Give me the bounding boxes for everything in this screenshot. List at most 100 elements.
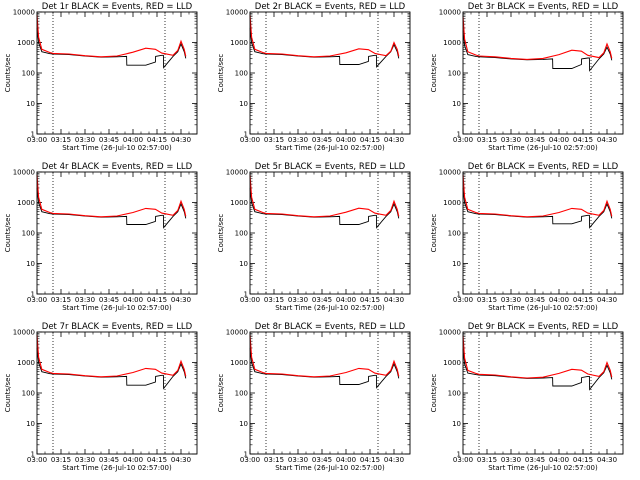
y-tick-label: 1000 xyxy=(17,39,35,47)
x-axis-label: Start Time (26-Jul-10 02:57:00) xyxy=(275,464,385,472)
y-tick-label: 1000 xyxy=(230,199,248,207)
x-tick-label: 03:00 xyxy=(453,456,473,464)
x-tick-label: 04:00 xyxy=(549,136,569,144)
x-tick-label: 03:30 xyxy=(288,296,308,304)
series-lld xyxy=(249,174,400,218)
y-tick-label: 1000 xyxy=(17,199,35,207)
y-tick-label: 1 xyxy=(457,131,461,139)
y-tick-label: 1 xyxy=(31,131,35,139)
x-axis-label: Start Time (26-Jul-10 02:57:00) xyxy=(488,304,598,312)
panel-7: Det 7r BLACK = Events, RED = LLD 1 10 100 10… xyxy=(4,322,198,472)
x-tick-label: 04:30 xyxy=(384,296,404,304)
x-tick-label: 04:30 xyxy=(597,136,617,144)
series-events xyxy=(462,348,613,391)
panel-title: Det 4r BLACK = Events, RED = LLD xyxy=(42,162,193,172)
y-tick-label: 100 xyxy=(448,70,461,78)
panel-6: Det 6r BLACK = Events, RED = LLD 1 10 100 10… xyxy=(430,162,624,312)
x-tick-label: 03:30 xyxy=(288,136,308,144)
x-tick-label: 03:00 xyxy=(27,296,47,304)
series-events xyxy=(462,30,613,72)
y-axis-label: Counts/sec xyxy=(217,374,225,413)
x-tick-label: 04:30 xyxy=(171,296,191,304)
y-axis-label: Counts/sec xyxy=(430,54,438,93)
x-tick-label: 04:30 xyxy=(384,136,404,144)
panel-title: Det 2r BLACK = Events, RED = LLD xyxy=(255,2,406,12)
x-tick-label: 04:00 xyxy=(549,296,569,304)
panel-1: Det 1r BLACK = Events, RED = LLD 1 10 100 10… xyxy=(4,2,198,152)
series-lld xyxy=(36,174,187,218)
y-axis-label: Counts/sec xyxy=(4,214,12,253)
x-tick-label: 04:15 xyxy=(360,296,380,304)
y-tick-label: 100 xyxy=(235,230,248,238)
panel-title: Det 7r BLACK = Events, RED = LLD xyxy=(42,322,193,332)
x-tick-label: 03:15 xyxy=(477,136,497,144)
x-tick-label: 03:00 xyxy=(27,456,47,464)
x-tick-label: 03:15 xyxy=(51,136,71,144)
x-tick-label: 03:45 xyxy=(525,296,545,304)
plot-frame xyxy=(36,171,198,295)
plot-frame xyxy=(36,11,198,135)
x-tick-label: 03:30 xyxy=(75,136,95,144)
y-tick-label: 10000 xyxy=(439,9,461,17)
x-tick-label: 03:00 xyxy=(453,136,473,144)
y-tick-label: 1 xyxy=(457,451,461,459)
x-tick-label: 04:15 xyxy=(147,296,167,304)
y-tick-label: 1 xyxy=(457,291,461,299)
x-tick-label: 04:00 xyxy=(336,296,356,304)
x-tick-label: 04:15 xyxy=(573,456,593,464)
y-tick-label: 100 xyxy=(22,230,35,238)
series-events xyxy=(249,347,400,389)
x-tick-label: 04:30 xyxy=(171,456,191,464)
x-tick-label: 04:30 xyxy=(597,296,617,304)
y-tick-label: 100 xyxy=(22,390,35,398)
x-tick-label: 04:00 xyxy=(123,456,143,464)
x-tick-label: 03:15 xyxy=(264,136,284,144)
x-tick-label: 03:00 xyxy=(27,136,47,144)
panel-title: Det 6r BLACK = Events, RED = LLD xyxy=(468,162,619,172)
x-axis-label: Start Time (26-Jul-10 02:57:00) xyxy=(62,144,172,152)
y-tick-label: 10 xyxy=(239,260,248,268)
x-tick-label: 03:30 xyxy=(288,456,308,464)
x-tick-label: 03:30 xyxy=(501,456,521,464)
x-tick-label: 03:45 xyxy=(312,296,332,304)
x-tick-label: 03:15 xyxy=(477,296,497,304)
series-events xyxy=(36,347,187,390)
y-tick-label: 1000 xyxy=(443,39,461,47)
y-tick-label: 10 xyxy=(239,420,248,428)
x-axis-label: Start Time (26-Jul-10 02:57:00) xyxy=(62,304,172,312)
plot-frame xyxy=(249,171,411,295)
series-events xyxy=(462,187,613,229)
y-axis-label: Counts/sec xyxy=(217,214,225,253)
x-tick-label: 04:15 xyxy=(573,136,593,144)
x-tick-label: 03:45 xyxy=(312,136,332,144)
y-axis-label: Counts/sec xyxy=(4,374,12,413)
panel-title: Det 9r BLACK = Events, RED = LLD xyxy=(468,322,619,332)
series-lld xyxy=(249,334,400,378)
x-axis-label: Start Time (26-Jul-10 02:57:00) xyxy=(275,304,385,312)
x-tick-label: 04:30 xyxy=(171,136,191,144)
y-tick-label: 1000 xyxy=(443,359,461,367)
y-tick-label: 10000 xyxy=(226,9,248,17)
plot-frame xyxy=(462,171,624,295)
y-tick-label: 100 xyxy=(448,390,461,398)
y-axis-label: Counts/sec xyxy=(4,54,12,93)
x-tick-label: 04:00 xyxy=(336,136,356,144)
y-tick-label: 100 xyxy=(235,390,248,398)
panel-3: Det 3r BLACK = Events, RED = LLD 1 10 100 10… xyxy=(430,2,624,152)
y-tick-label: 100 xyxy=(22,70,35,78)
plot-frame xyxy=(249,331,411,455)
y-tick-label: 10 xyxy=(452,260,461,268)
y-tick-label: 10000 xyxy=(13,9,35,17)
series-lld xyxy=(462,335,613,379)
x-tick-label: 03:15 xyxy=(264,456,284,464)
y-tick-label: 10 xyxy=(26,260,35,268)
y-tick-label: 100 xyxy=(235,70,248,78)
x-tick-label: 03:30 xyxy=(75,456,95,464)
x-tick-label: 04:30 xyxy=(384,456,404,464)
series-lld xyxy=(249,14,400,58)
y-tick-label: 1 xyxy=(244,451,248,459)
series-lld xyxy=(36,14,187,58)
x-tick-label: 03:45 xyxy=(99,296,119,304)
x-axis-label: Start Time (26-Jul-10 02:57:00) xyxy=(488,464,598,472)
